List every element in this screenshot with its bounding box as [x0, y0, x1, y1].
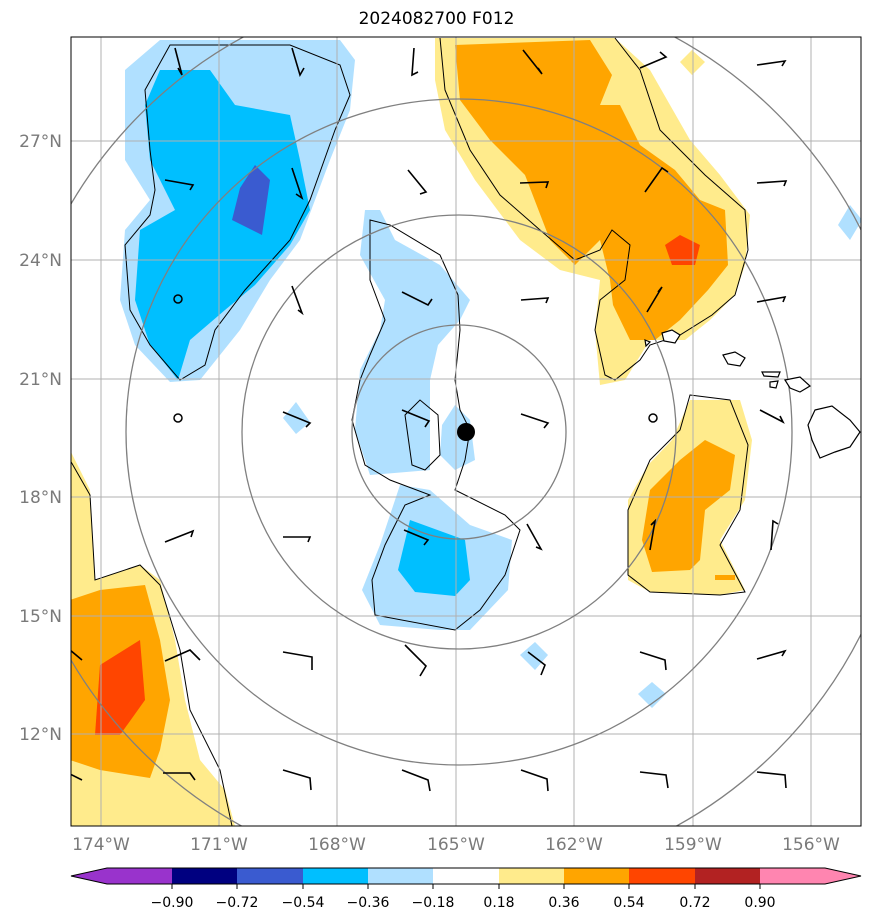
colorbar-tick-label: −0.36 [347, 895, 390, 911]
lat-label: 21°N [19, 370, 62, 390]
colorbar-tick-label: −0.72 [216, 895, 259, 911]
wind-barb [282, 769, 312, 791]
wind-barb [644, 166, 669, 193]
wind-barb [291, 167, 304, 200]
colorbar-tick-label: 0.90 [744, 895, 775, 911]
lat-label: 18°N [19, 488, 62, 508]
wind-barb [164, 179, 195, 191]
wind-barb [526, 523, 543, 551]
colorbar-segment [237, 868, 303, 884]
wind-barb [520, 413, 550, 429]
lon-label: 162°W [545, 835, 603, 855]
calm-wind-markers [173, 294, 658, 423]
wind-barb [646, 286, 663, 313]
wind-barb [401, 291, 433, 307]
wind-barb [401, 769, 431, 792]
lon-label: 174°W [72, 835, 130, 855]
wind-barb [71, 649, 83, 661]
wind-barb [639, 771, 669, 789]
graticule [71, 37, 861, 826]
colorbar-extend-high [825, 868, 861, 884]
wind-barb [164, 649, 201, 662]
wind-barbs [71, 47, 788, 792]
wind-barb [639, 651, 667, 671]
lon-label: 156°W [782, 835, 840, 855]
colorbar-tick-label: 0.54 [613, 895, 644, 911]
coastline-islands [644, 329, 861, 459]
colorbar-segment [172, 868, 237, 884]
lon-label: 165°W [427, 835, 485, 855]
colorbar: −0.90 −0.72 −0.54 −0.36 −0.18 0.18 0.36 … [70, 867, 862, 911]
colorbar-extend-low [71, 868, 107, 884]
wind-barb [756, 771, 787, 789]
wind-barb [639, 51, 668, 69]
latitude-axis: 27°N 24°N 21°N 18°N 15°N 12°N [19, 132, 62, 745]
wind-barb [411, 47, 419, 77]
colorbar-tick-label: 0.36 [548, 895, 579, 911]
colorbar-segment [107, 868, 172, 884]
map-plot-area [71, 37, 861, 826]
wind-barb [522, 49, 543, 75]
lat-label: 15°N [19, 607, 62, 627]
colorbar-segment [368, 868, 433, 884]
wind-barb [163, 772, 196, 781]
wind-barb [282, 411, 312, 428]
lon-label: 159°W [664, 835, 722, 855]
lon-label: 171°W [190, 835, 248, 855]
wind-barb [291, 285, 304, 316]
wind-barb [519, 181, 550, 189]
wind-barb [401, 409, 431, 428]
wind-barb [770, 519, 779, 551]
colorbar-tick-label: −0.54 [282, 895, 325, 911]
colorbar-segment [499, 868, 564, 884]
colorbar-tick-label: 0.18 [483, 895, 514, 911]
wind-barb [174, 47, 183, 76]
wind-barb [164, 529, 195, 543]
colorbar-segment [303, 868, 368, 884]
wind-barb [759, 409, 785, 424]
storm-center-marker [457, 423, 475, 441]
wind-barb [756, 59, 787, 67]
wind-barb [404, 644, 428, 677]
range-rings [71, 37, 861, 826]
wind-barb [283, 536, 312, 543]
wind-barb [407, 169, 428, 195]
wind-barb [520, 297, 550, 304]
colorbar-segment [564, 868, 629, 884]
lat-label: 27°N [19, 132, 62, 152]
lat-label: 12°N [19, 725, 62, 745]
colorbar-segment [629, 868, 695, 884]
lon-label: 168°W [308, 835, 366, 855]
longitude-axis: 174°W 171°W 168°W 165°W 162°W 159°W 156°… [72, 835, 840, 855]
wind-barb [527, 651, 546, 676]
colorbar-segment [695, 868, 760, 884]
wind-barb [649, 518, 657, 551]
wind-barb [756, 295, 787, 303]
colorbar-segment [433, 868, 499, 884]
plot-frame [70, 36, 862, 827]
wind-barb [71, 773, 83, 781]
wind-barb [756, 649, 787, 660]
wind-barb [756, 180, 788, 187]
wind-barb [291, 47, 305, 78]
colorbar-tick-label: 0.72 [679, 895, 710, 911]
colorbar-tick-label: −0.90 [151, 895, 194, 911]
wind-barb [520, 769, 549, 792]
lat-label: 24°N [19, 251, 62, 271]
wind-barb [403, 529, 430, 546]
colorbar-tick-label: −0.18 [412, 895, 455, 911]
colorbar-segment [760, 868, 825, 884]
map-title: 2024082700 F012 [358, 9, 515, 29]
wind-barb [282, 651, 313, 670]
